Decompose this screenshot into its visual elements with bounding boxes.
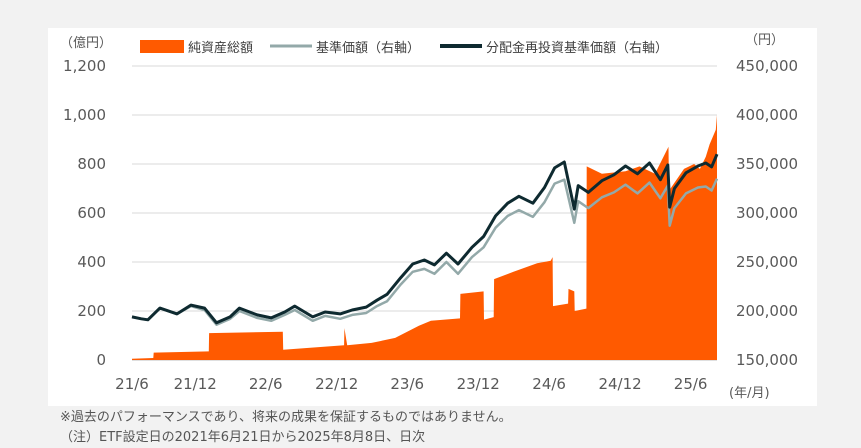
left-axis-unit: （億円） [60,35,112,51]
legend-label: 分配金再投資基準価額（右軸） [486,40,668,56]
chart: 0 200 400 600 800 1,000 1,200 150,000 200,000 250… [60,33,798,401]
x-tick-label: 23/6 [390,375,424,393]
x-tick-label: 22/12 [315,375,358,393]
left-tick-label: 800 [77,155,106,173]
legend-swatch-net-assets [140,40,184,53]
right-tick-label: 450,000 [736,57,798,75]
left-tick-label: 400 [77,253,106,271]
net-assets-area [132,115,717,360]
left-tick-label: 200 [77,302,106,320]
period-note: （注）ETF設定日の2021年6月21日から2025年8月8日、日次 [60,430,426,445]
right-tick-label: 400,000 [736,106,798,124]
x-tick-label: 23/12 [457,375,500,393]
right-tick-label: 250,000 [736,253,798,271]
legend-label: 基準価額（右軸） [316,40,420,56]
right-tick-label: 300,000 [736,204,798,222]
x-tick-label: 25/6 [674,375,708,393]
left-tick-label: 1,000 [63,106,106,124]
disclaimer-note: ※過去のパフォーマンスであり、将来の成果を保証するものではありません。 [60,410,512,425]
left-tick-label: 600 [77,204,106,222]
right-tick-label: 150,000 [736,351,798,369]
nav-line [131,178,719,326]
x-axis-unit: (年/月) [729,386,770,401]
right-tick-label: 200,000 [736,302,798,320]
x-tick-label: 21/6 [115,375,149,393]
left-tick-label: 0 [96,351,106,369]
left-tick-label: 1,200 [63,57,106,75]
x-tick-label: 22/6 [249,375,283,393]
chart-panel: 0 200 400 600 800 1,000 1,200 150,000 200,000 250… [48,28,817,406]
legend-label: 純資産総額 [188,40,253,56]
reinvested-nav-line [131,153,719,325]
x-tick-label: 24/12 [598,375,641,393]
x-tick-label: 24/6 [532,375,566,393]
right-axis-unit: （円） [745,33,784,48]
right-tick-label: 350,000 [736,155,798,173]
x-tick-label: 21/12 [174,375,217,393]
